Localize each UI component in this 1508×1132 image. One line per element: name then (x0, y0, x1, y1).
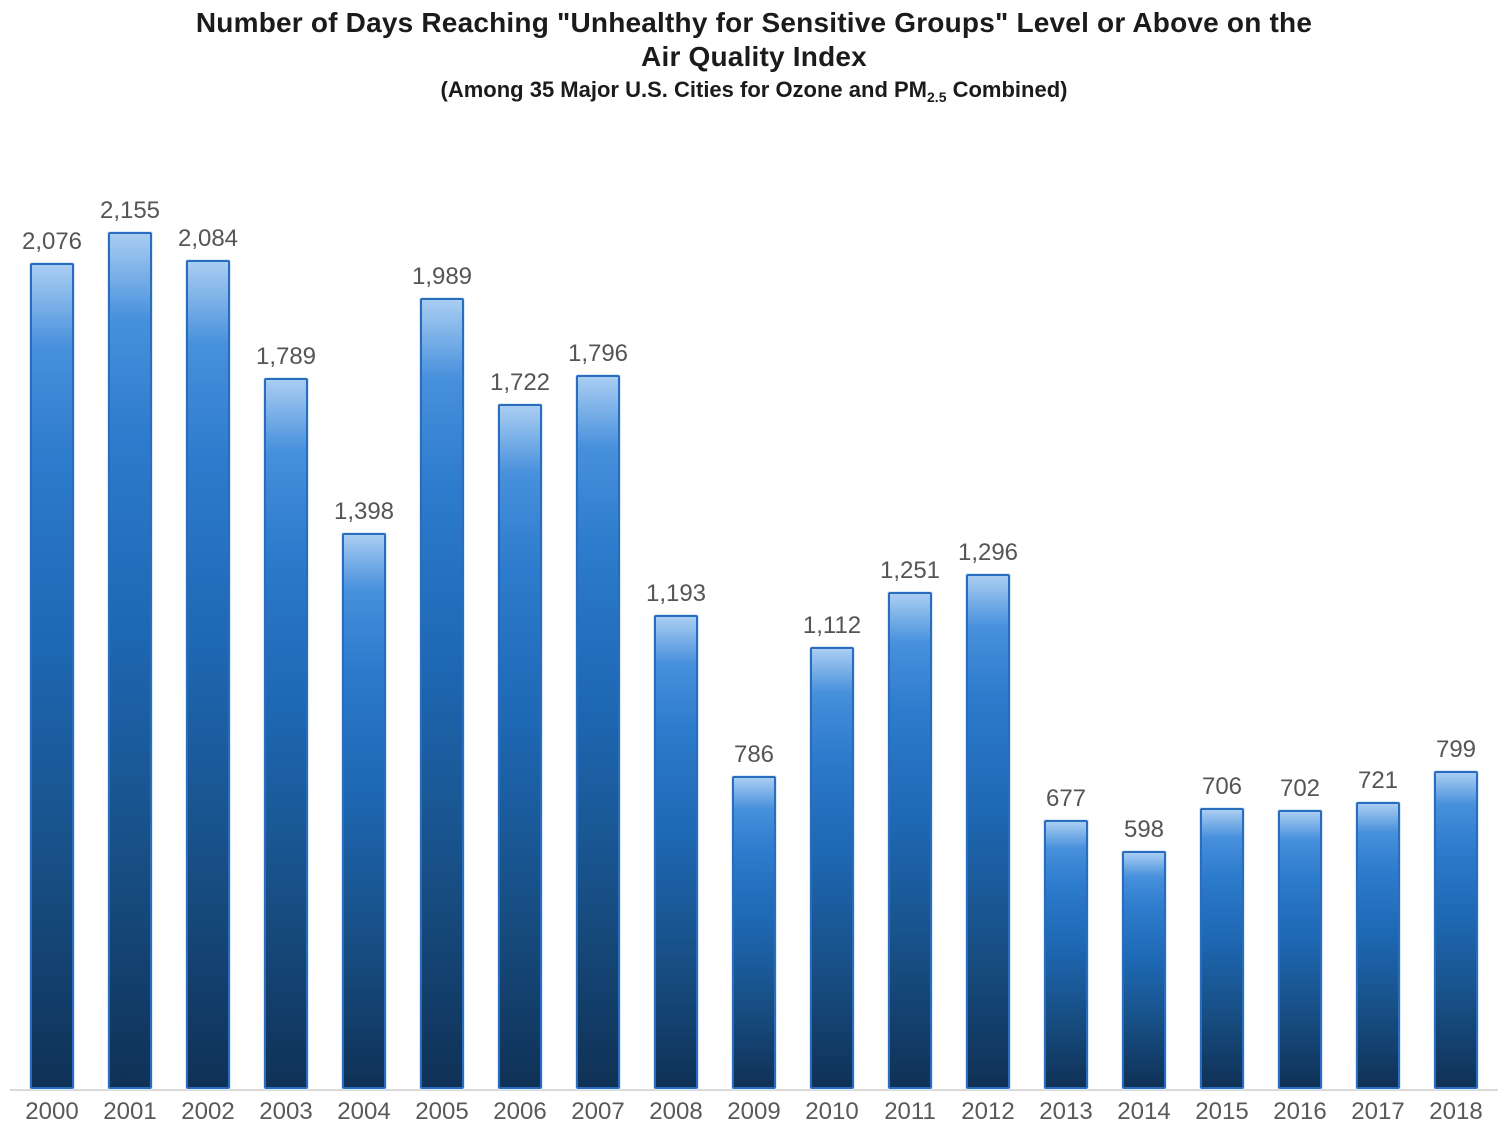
bar-column-2014: 598 (1105, 816, 1183, 1089)
x-axis-label-2008: 2008 (649, 1098, 703, 1125)
x-axis-label-2012: 2012 (961, 1098, 1015, 1125)
bar-2018 (1434, 771, 1478, 1089)
bar-2002 (186, 260, 230, 1089)
bar-column-2005: 1,989 (403, 263, 481, 1089)
bar-column-2004: 1,398 (325, 498, 403, 1089)
x-axis-label-2015: 2015 (1195, 1098, 1249, 1125)
bar-value-label: 1,722 (489, 369, 551, 397)
bar-value-label: 1,112 (802, 611, 862, 639)
bar-column-2018: 799 (1417, 736, 1495, 1089)
x-axis-label-2013: 2013 (1039, 1098, 1093, 1125)
bar-2001 (108, 232, 152, 1089)
bar-2011 (888, 591, 932, 1089)
bar-2000 (30, 263, 74, 1089)
chart-subtitle: (Among 35 Major U.S. Cities for Ozone an… (0, 77, 1508, 105)
bar-column-2008: 1,193 (637, 580, 715, 1089)
bar-value-label: 2,076 (21, 228, 83, 256)
x-axis-label-2017: 2017 (1351, 1098, 1405, 1125)
bar-value-label: 1,796 (567, 339, 629, 367)
x-axis-baseline (10, 1089, 1498, 1091)
x-axis-label-2002: 2002 (181, 1098, 235, 1125)
bar-column-2012: 1,296 (949, 539, 1027, 1089)
bar-value-label: 1,296 (957, 538, 1019, 566)
subtitle-prefix: (Among 35 Major U.S. Cities for Ozone an… (440, 77, 928, 102)
bar-2010 (810, 646, 854, 1089)
bar-2006 (498, 404, 542, 1089)
bar-column-2016: 702 (1261, 775, 1339, 1089)
x-axis-label-2001: 2001 (103, 1098, 157, 1125)
bar-value-label: 1,789 (255, 342, 317, 370)
bar-value-label: 1,989 (411, 263, 473, 290)
x-axis-label-2000: 2000 (25, 1098, 79, 1125)
bar-column-2007: 1,796 (559, 340, 637, 1089)
bar-2014 (1122, 851, 1166, 1089)
x-axis-label-2009: 2009 (727, 1098, 781, 1125)
bar-value-label: 721 (1357, 767, 1399, 795)
bar-2009 (732, 776, 776, 1089)
bar-2007 (576, 374, 620, 1089)
bar-value-label: 1,251 (879, 556, 941, 584)
bar-value-label: 677 (1045, 784, 1087, 812)
bar-column-2000: 2,076 (13, 228, 91, 1089)
x-axis-label-2014: 2014 (1117, 1098, 1171, 1125)
bar-2013 (1044, 819, 1088, 1089)
bar-column-2013: 677 (1027, 785, 1105, 1089)
plot-area: 2,076 2,155 2,084 1,789 1,398 1,989 1,722 1,796… (0, 103, 1508, 1089)
x-axis-label-2018: 2018 (1429, 1098, 1483, 1125)
bar-2016 (1278, 809, 1322, 1089)
x-axis-labels: 2000 2001 2002 2003 2004 2005 2006 2007 2008 2009… (0, 1098, 1508, 1126)
x-axis-label-2003: 2003 (259, 1098, 313, 1125)
x-axis-label-2016: 2016 (1273, 1098, 1327, 1125)
bar-column-2003: 1,789 (247, 343, 325, 1089)
bar-value-label: 2,084 (177, 225, 239, 253)
chart-header: Number of Days Reaching "Unhealthy for S… (0, 0, 1508, 105)
bar-column-2006: 1,722 (481, 369, 559, 1089)
subtitle-subscript: 2.5 (927, 89, 947, 105)
x-axis-label-2005: 2005 (415, 1098, 469, 1125)
x-axis-label-2010: 2010 (805, 1098, 859, 1125)
bar-2015 (1200, 808, 1244, 1089)
x-axis-label-2006: 2006 (493, 1098, 547, 1125)
bar-column-2002: 2,084 (169, 225, 247, 1089)
chart-title-line2: Air Quality Index (641, 41, 867, 72)
bar-column-2010: 1,112 (793, 612, 871, 1089)
bar-column-2009: 786 (715, 741, 793, 1089)
x-axis-label-2004: 2004 (337, 1098, 391, 1125)
bar-column-2011: 1,251 (871, 556, 949, 1089)
x-axis-label-2007: 2007 (571, 1098, 625, 1125)
bar-value-label: 1,398 (333, 498, 395, 525)
bar-column-2017: 721 (1339, 767, 1417, 1089)
bar-value-label: 706 (1201, 773, 1243, 801)
chart-title-line1: Number of Days Reaching "Unhealthy for S… (195, 7, 1313, 38)
bar-2017 (1356, 802, 1400, 1089)
bar-value-label: 786 (733, 741, 775, 769)
bar-value-label: 2,155 (99, 197, 161, 224)
bar-value-label: 799 (1435, 736, 1477, 764)
bar-2003 (264, 377, 308, 1089)
subtitle-suffix: Combined) (946, 77, 1068, 102)
bar-2008 (654, 614, 698, 1089)
bar-2005 (420, 298, 464, 1089)
bar-value-label: 598 (1123, 816, 1165, 844)
bar-column-2015: 706 (1183, 773, 1261, 1089)
bar-2004 (342, 533, 386, 1089)
bar-value-label: 702 (1279, 774, 1321, 802)
x-axis-label-2011: 2011 (884, 1098, 936, 1125)
bar-2012 (966, 573, 1010, 1089)
bar-column-2001: 2,155 (91, 197, 169, 1089)
bar-value-label: 1,193 (645, 579, 707, 607)
